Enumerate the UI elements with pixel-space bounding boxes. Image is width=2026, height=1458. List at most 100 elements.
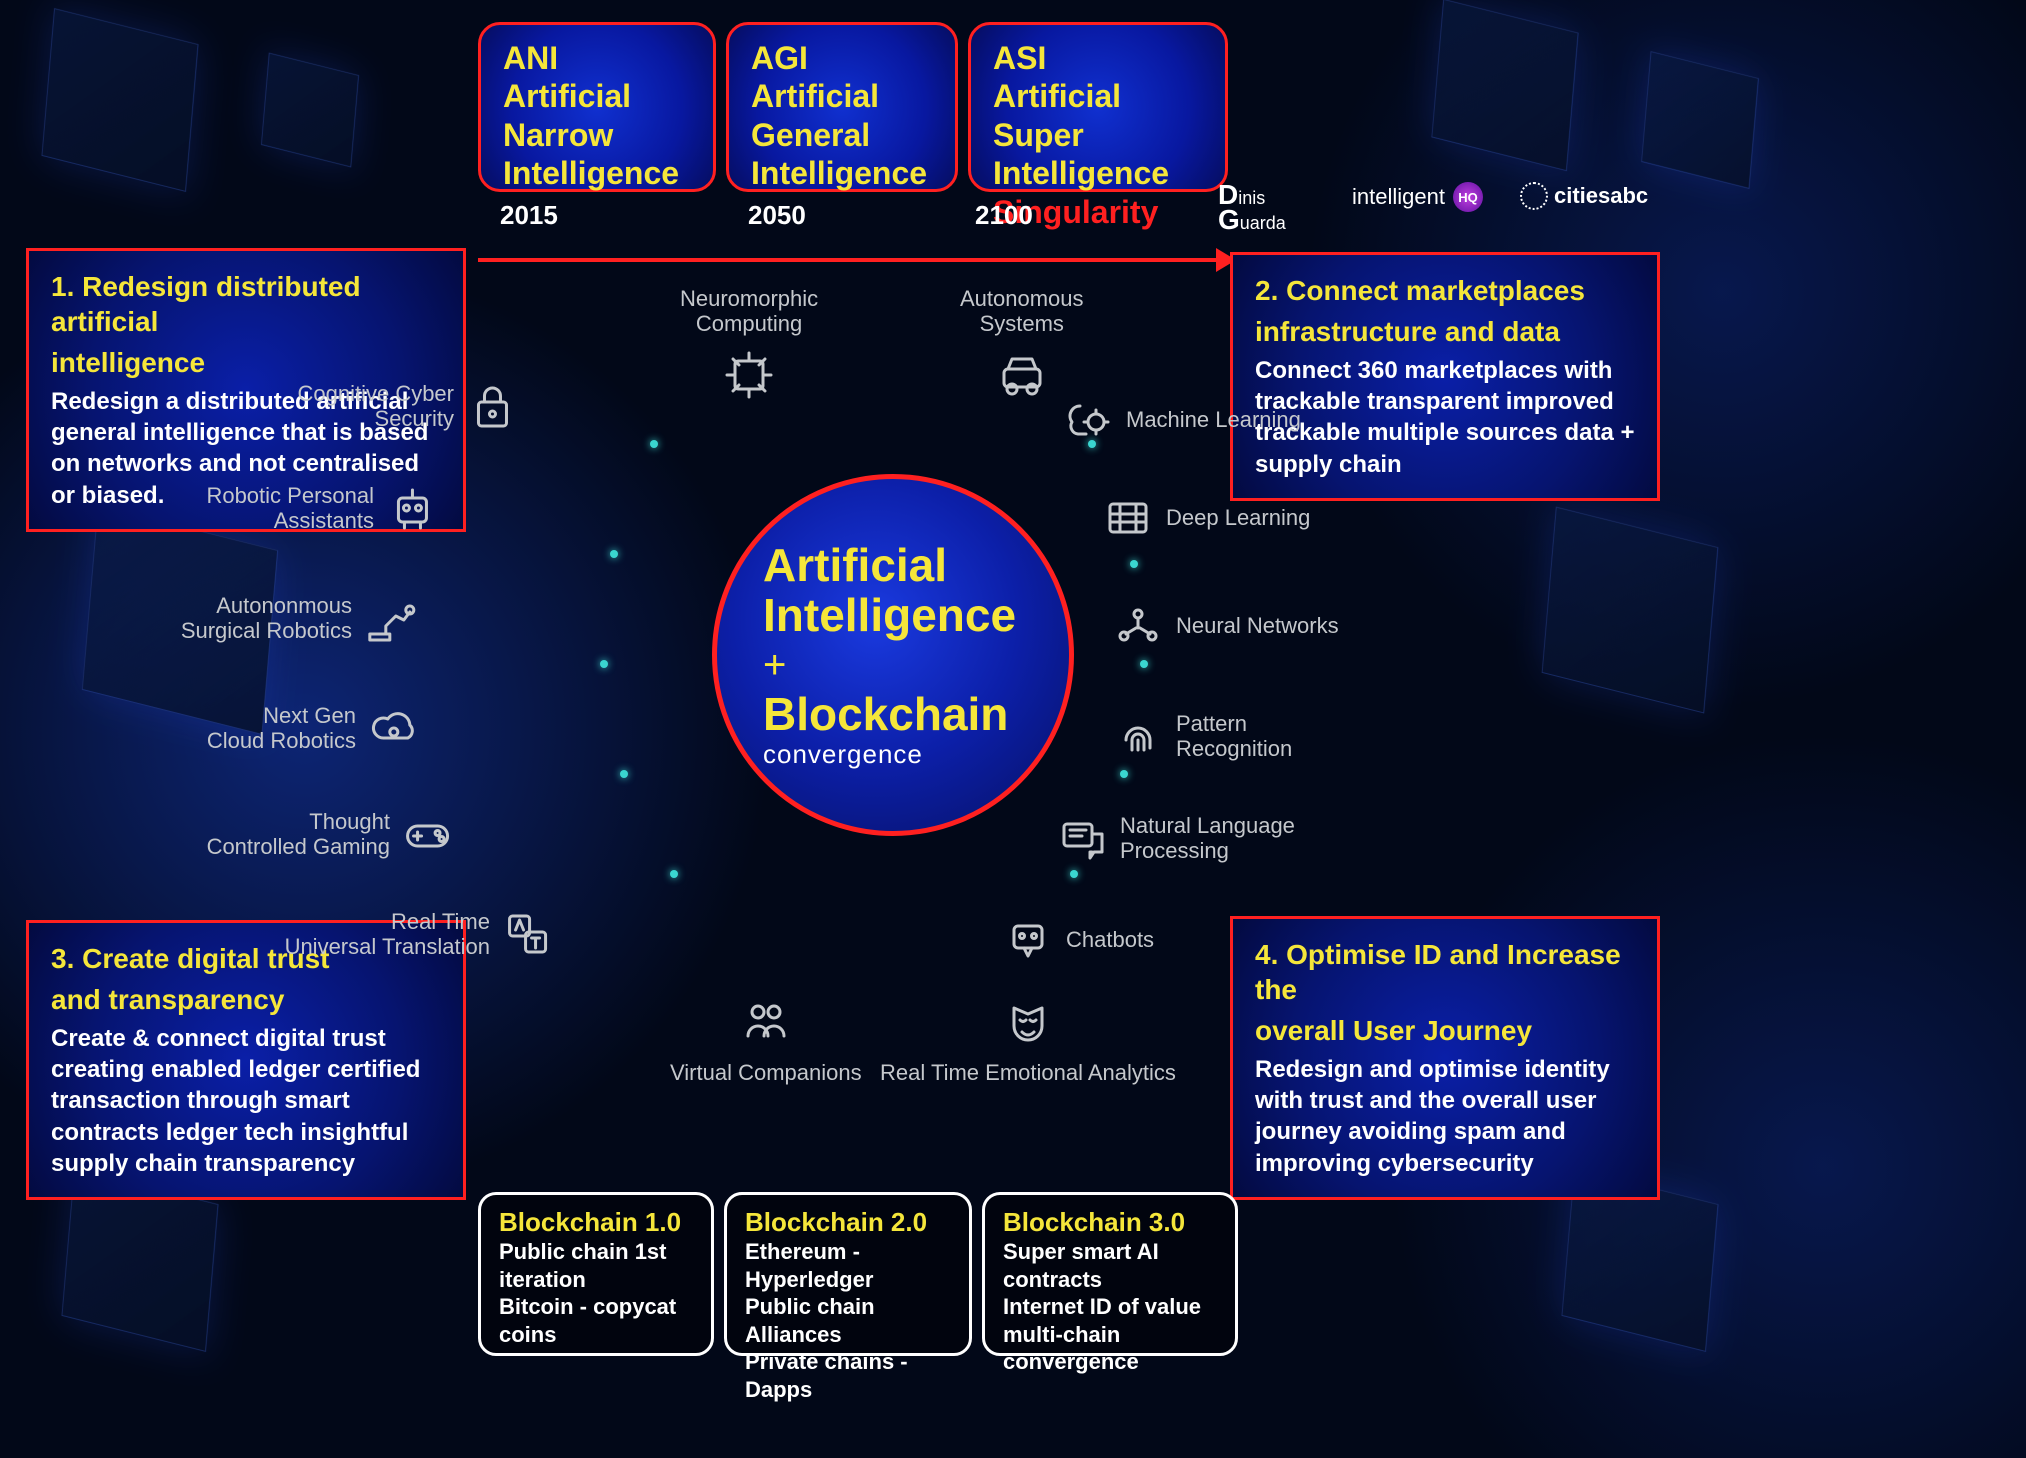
- orbit-dot: [650, 440, 658, 448]
- center-sub: convergence: [763, 739, 1069, 770]
- orbit-item: AutonomousSystems: [960, 286, 1084, 403]
- logo-dinis-guarda: DinisGuarda: [1218, 182, 1286, 232]
- layers-icon: [1100, 490, 1156, 546]
- ai-full-line: Narrow: [503, 116, 691, 154]
- ai-full-line: Artificial Super: [993, 77, 1203, 154]
- bg-cube: [1431, 0, 1578, 171]
- corner-box-2: 2. Connect marketplaces infrastructure an…: [1230, 252, 1660, 501]
- orbit-item: Robotic PersonalAssistants: [206, 480, 440, 536]
- orbit-label: ThoughtControlled Gaming: [207, 809, 390, 860]
- corner-title: 4. Optimise ID and Increase the: [1255, 937, 1635, 1007]
- corner-title: and transparency: [51, 982, 441, 1017]
- ai-stage-box: ASIArtificial SuperIntelligenceSingulari…: [968, 22, 1228, 192]
- bc-body: Public chain 1stiterationBitcoin - copyc…: [499, 1238, 693, 1348]
- orbit-label: Deep Learning: [1166, 505, 1310, 530]
- logo-intelligenthq: intelligentHQ: [1352, 182, 1483, 212]
- corner-title: overall User Journey: [1255, 1013, 1635, 1048]
- orbit-label: Virtual Companions: [670, 1060, 862, 1085]
- logo-citiesabc: citiesabc: [1520, 182, 1648, 210]
- robot-icon: [384, 480, 440, 536]
- orbit-item: Machine Learning: [1060, 392, 1301, 448]
- ai-full-line: Intelligence: [751, 154, 933, 192]
- orbit-label: Next GenCloud Robotics: [207, 703, 356, 754]
- ai-full-line: General: [751, 116, 933, 154]
- ai-stage-box: ANIArtificialNarrowIntelligence: [478, 22, 716, 192]
- orbit-dot: [1070, 870, 1078, 878]
- center-line1: Artificial: [763, 540, 1069, 591]
- corner-body: Connect 360 marketplaces with trackable …: [1255, 355, 1635, 480]
- chip-icon: [721, 347, 777, 403]
- corner-title: 1. Redesign distributed artificial: [51, 269, 441, 339]
- blockchain-stage-box: Blockchain 3.0Super smart AI contractsIn…: [982, 1192, 1238, 1356]
- orbit-item: NeuromorphicComputing: [680, 286, 818, 403]
- orbit-label: Chatbots: [1066, 927, 1154, 952]
- ai-full-line: Artificial: [751, 77, 933, 115]
- ai-full-line: Artificial: [503, 77, 691, 115]
- orbit-dot: [620, 770, 628, 778]
- bc-title: Blockchain 1.0: [499, 1207, 693, 1238]
- corner-title: 2. Connect marketplaces: [1255, 273, 1635, 308]
- fingerprint-icon: [1110, 708, 1166, 764]
- orbit-item: ThoughtControlled Gaming: [207, 806, 456, 862]
- orbit-label: Natural LanguageProcessing: [1120, 813, 1295, 864]
- cloud-icon: [366, 700, 422, 756]
- gear-icon: [1520, 182, 1548, 210]
- bg-cube: [261, 53, 359, 168]
- center-line2: Intelligence: [763, 590, 1069, 641]
- orbit-item: Real TimeUniversal Translation: [285, 906, 556, 962]
- orbit-dot: [1120, 770, 1128, 778]
- orbit-item: AutononmousSurgical Robotics: [181, 590, 418, 646]
- timeline-year: 2015: [500, 200, 558, 231]
- orbit-label: AutonomousSystems: [960, 286, 1084, 337]
- blockchain-stage-box: Blockchain 2.0Ethereum -HyperledgerPubli…: [724, 1192, 972, 1356]
- orbit-item: Real Time Emotional Analytics: [880, 994, 1176, 1085]
- car-icon: [994, 347, 1050, 403]
- orbit-item: Chatbots: [1000, 912, 1154, 968]
- center-line3: Blockchain: [763, 689, 1069, 740]
- blockchain-stage-box: Blockchain 1.0Public chain 1stiterationB…: [478, 1192, 714, 1356]
- translate-icon: [500, 906, 556, 962]
- orbit-label: AutononmousSurgical Robotics: [181, 593, 352, 644]
- orbit-label: Real Time Emotional Analytics: [880, 1060, 1176, 1085]
- orbit-label: PatternRecognition: [1176, 711, 1292, 762]
- timeline-year: 2100: [975, 200, 1033, 231]
- timeline-year: 2050: [748, 200, 806, 231]
- bc-body: Ethereum -HyperledgerPublic chain Allian…: [745, 1238, 951, 1403]
- orbit-label: Neural Networks: [1176, 613, 1339, 638]
- timeline-arrow-icon: [478, 258, 1218, 262]
- orbit-label: NeuromorphicComputing: [680, 286, 818, 337]
- corner-body: Create & connect digital trust creating …: [51, 1023, 441, 1179]
- bc-title: Blockchain 2.0: [745, 1207, 951, 1238]
- orbit-dot: [670, 870, 678, 878]
- orbit-label: Machine Learning: [1126, 407, 1301, 432]
- bc-title: Blockchain 3.0: [1003, 1207, 1217, 1238]
- orbit-item: Next GenCloud Robotics: [207, 700, 422, 756]
- corner-title: infrastructure and data: [1255, 314, 1635, 349]
- bg-cube: [1542, 507, 1719, 714]
- brain-gear-icon: [1060, 392, 1116, 448]
- orbit-item: Neural Networks: [1110, 598, 1339, 654]
- ai-abbr: AGI: [751, 39, 933, 77]
- center-plus: +: [763, 641, 1069, 689]
- people-icon: [738, 994, 794, 1050]
- corner-body: Redesign and optimise identity with trus…: [1255, 1054, 1635, 1179]
- corner-box-4: 4. Optimise ID and Increase the overall U…: [1230, 916, 1660, 1200]
- game-icon: [400, 806, 456, 862]
- orbit-dot: [600, 660, 608, 668]
- hq-badge-icon: HQ: [1453, 182, 1483, 212]
- bg-cube: [1641, 51, 1759, 189]
- orbit-item: Natural LanguageProcessing: [1054, 810, 1295, 866]
- orbit-label: Cognitive CyberSecurity: [297, 381, 454, 432]
- ai-abbr: ANI: [503, 39, 691, 77]
- corner-title: intelligence: [51, 345, 441, 380]
- lock-icon: [464, 378, 520, 434]
- ai-stage-box: AGIArtificialGeneralIntelligence: [726, 22, 958, 192]
- orbit-dot: [1140, 660, 1148, 668]
- orbit-item: Deep Learning: [1100, 490, 1310, 546]
- orbit-dot: [610, 550, 618, 558]
- center-convergence-circle: Artificial Intelligence + Blockchain con…: [712, 474, 1074, 836]
- nlp-icon: [1054, 810, 1110, 866]
- orbit-dot: [1130, 560, 1138, 568]
- ai-full-line: Intelligence: [503, 154, 691, 192]
- orbit-label: Real TimeUniversal Translation: [285, 909, 490, 960]
